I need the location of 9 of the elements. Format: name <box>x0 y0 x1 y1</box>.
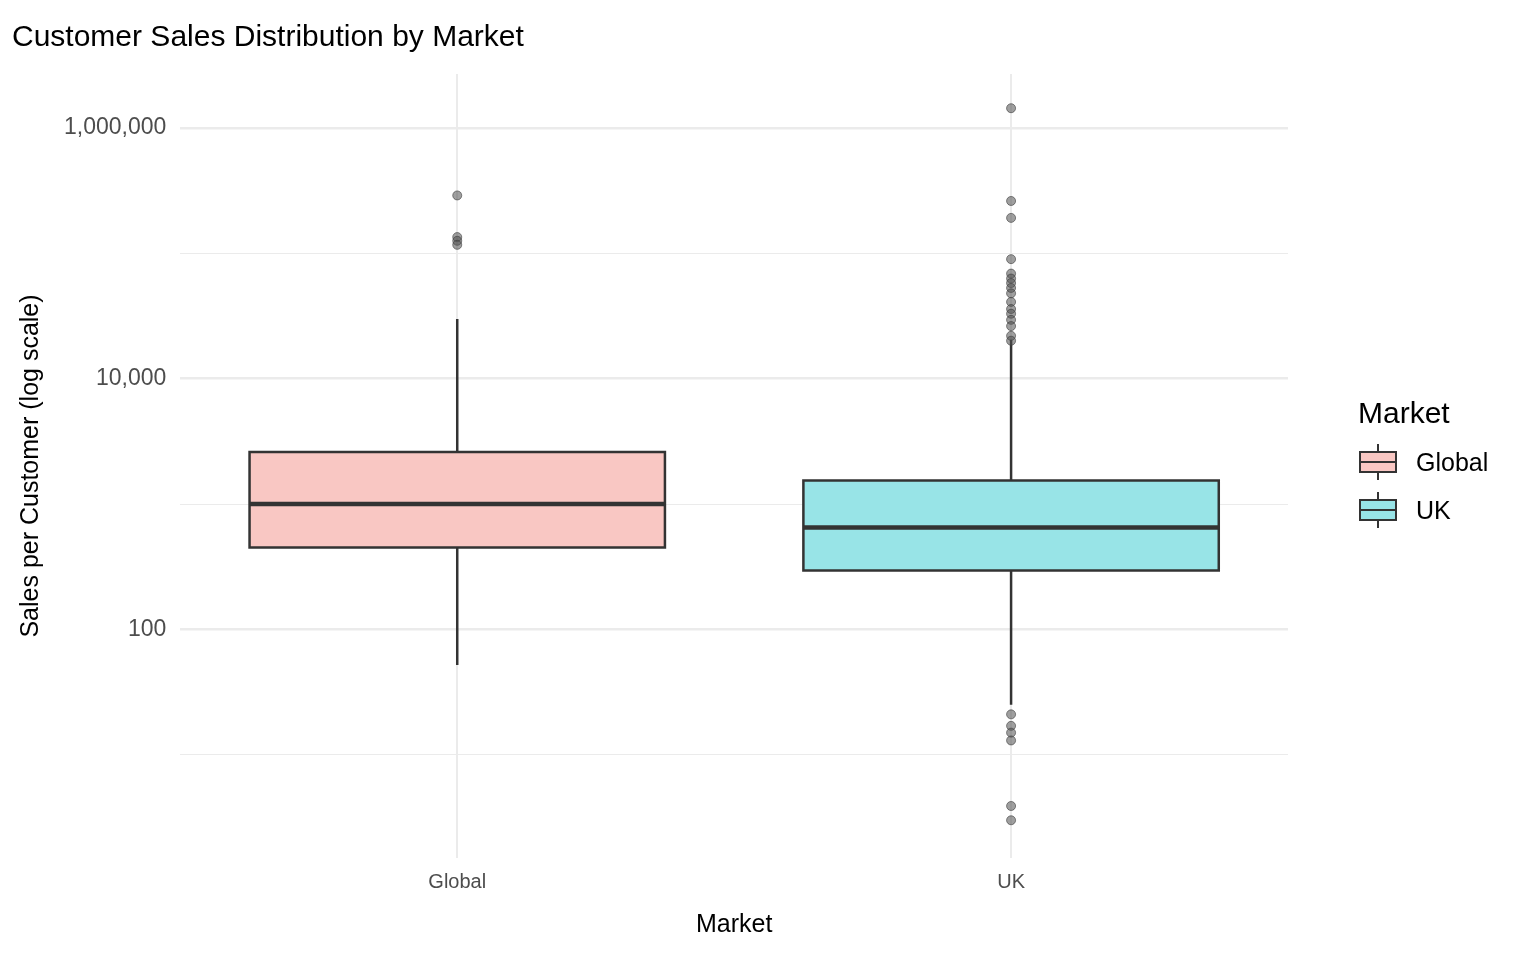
chart-title: Customer Sales Distribution by Market <box>12 19 525 53</box>
y-tick-label: 10,000 <box>95 364 167 391</box>
y-tick-label: 1,000,000 <box>63 113 167 140</box>
y-tick-label: 100 <box>127 614 167 641</box>
y-axis-title: Sales per Customer (log scale) <box>14 294 43 638</box>
legend-label: Global <box>1416 447 1489 477</box>
legend-label: UK <box>1416 495 1451 525</box>
legend-title: Market <box>1358 396 1451 430</box>
x-axis-title: Market <box>695 908 773 937</box>
